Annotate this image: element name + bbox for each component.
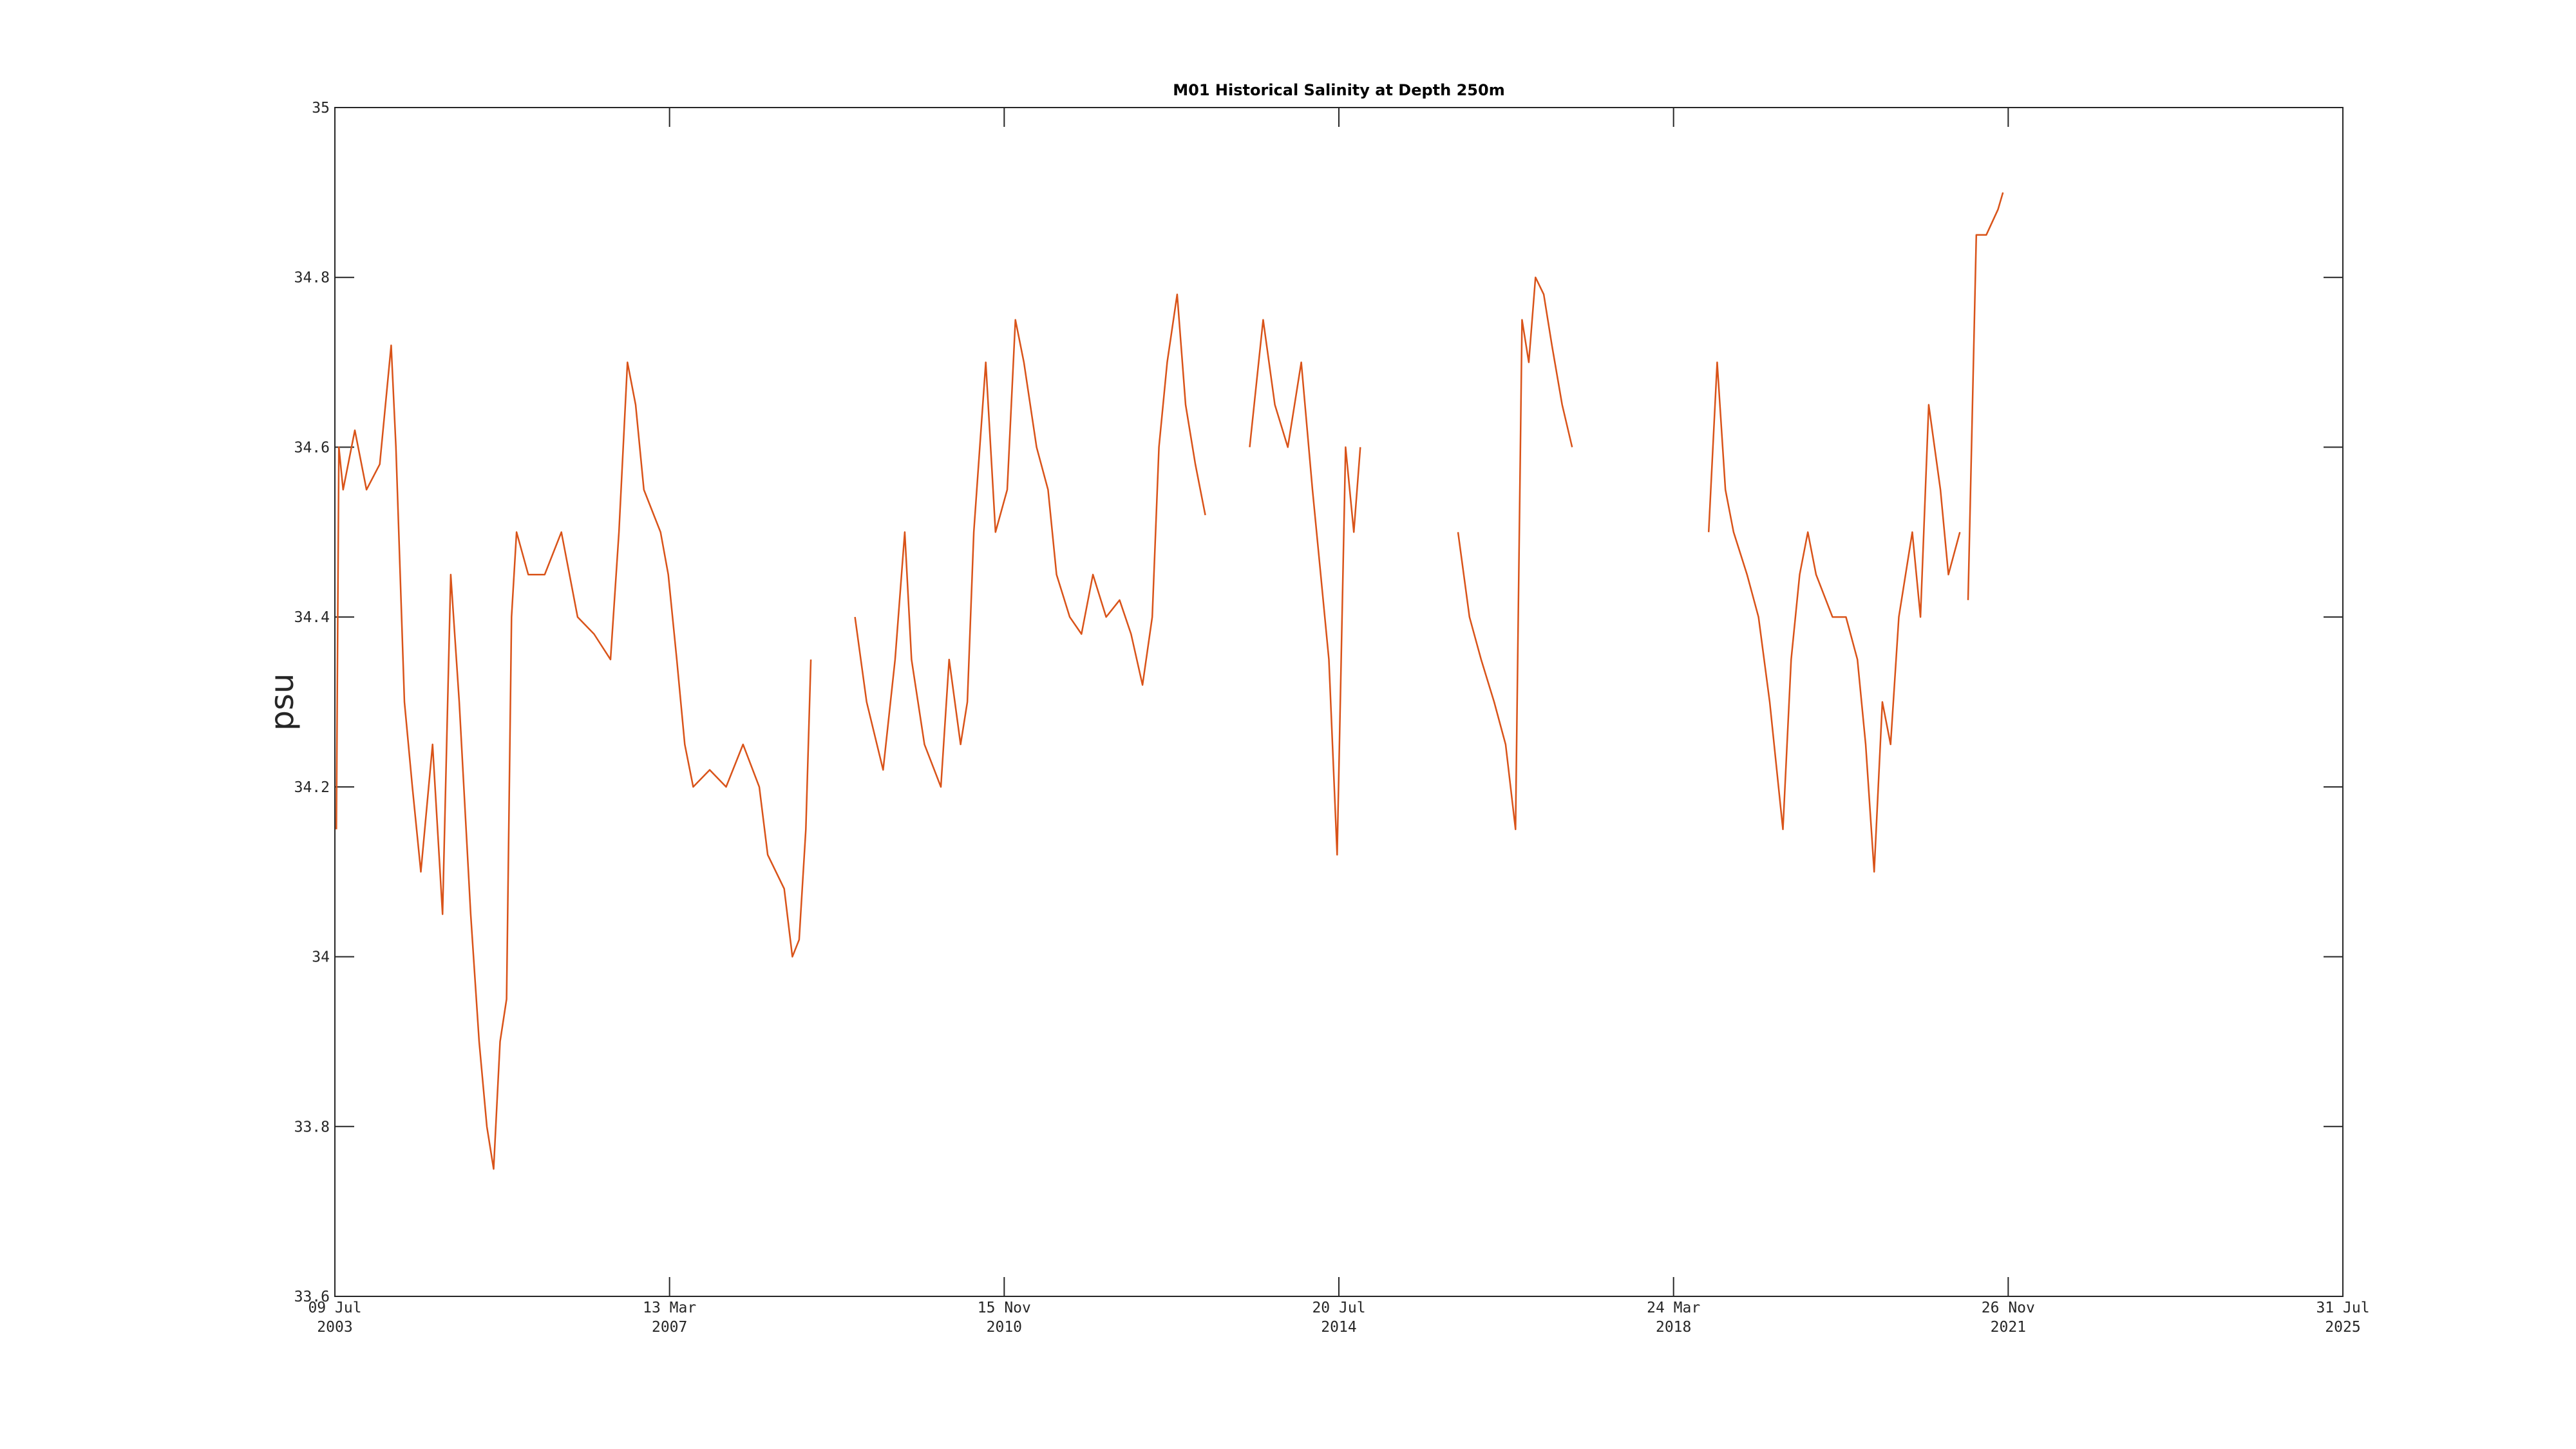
y-tick-label: 34.4 xyxy=(294,609,330,626)
y-axis-label: psu xyxy=(263,673,301,730)
x-tick-label: 2025 xyxy=(2325,1319,2360,1336)
y-tick-label: 35 xyxy=(312,100,330,117)
x-tick-label: 2003 xyxy=(317,1319,352,1336)
x-tick-label: 2010 xyxy=(987,1319,1022,1336)
chart-title: M01 Historical Salinity at Depth 250m xyxy=(1173,81,1504,99)
x-tick-label: 2007 xyxy=(652,1319,687,1336)
x-tick-label: 15 Nov xyxy=(978,1300,1031,1316)
x-tick-label: 2018 xyxy=(1656,1319,1691,1336)
y-tick-label: 34.8 xyxy=(294,270,330,287)
axes-box xyxy=(334,107,2344,1297)
y-tick-label: 34.2 xyxy=(294,779,330,796)
x-tick-label: 26 Nov xyxy=(1982,1300,2035,1316)
y-tick-label: 33.6 xyxy=(294,1289,330,1305)
data-line xyxy=(854,293,1206,788)
x-tick-label: 2014 xyxy=(1321,1319,1356,1336)
data-line xyxy=(1249,319,1361,856)
x-tick-label: 2021 xyxy=(1991,1319,2026,1336)
x-tick-label: 09 Jul xyxy=(308,1300,361,1316)
data-line xyxy=(1457,276,1573,831)
plot-area xyxy=(335,108,2343,1296)
x-tick-label: 13 Mar xyxy=(643,1300,696,1316)
data-line xyxy=(336,344,812,1170)
x-tick-label: 20 Jul xyxy=(1312,1300,1365,1316)
y-tick-label: 34 xyxy=(312,949,330,966)
x-tick-label: 24 Mar xyxy=(1647,1300,1700,1316)
data-line xyxy=(1967,192,2004,600)
data-line xyxy=(1707,361,1961,873)
y-tick-label: 33.8 xyxy=(294,1119,330,1135)
x-tick-label: 31 Jul xyxy=(2316,1300,2369,1316)
y-tick-label: 34.6 xyxy=(294,439,330,456)
